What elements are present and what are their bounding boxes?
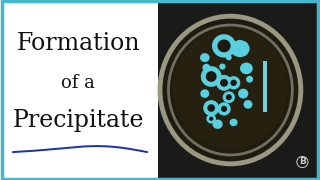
Ellipse shape (217, 102, 231, 116)
Ellipse shape (230, 40, 250, 57)
Ellipse shape (226, 94, 232, 100)
Ellipse shape (223, 91, 235, 103)
FancyBboxPatch shape (263, 61, 267, 112)
Ellipse shape (238, 89, 248, 99)
Ellipse shape (207, 104, 215, 112)
Ellipse shape (201, 66, 222, 87)
Ellipse shape (220, 79, 228, 87)
Ellipse shape (221, 106, 227, 112)
Ellipse shape (206, 71, 217, 82)
Ellipse shape (209, 117, 213, 121)
Ellipse shape (226, 55, 232, 60)
Text: Precipitate: Precipitate (13, 109, 144, 132)
Ellipse shape (246, 76, 253, 83)
Ellipse shape (240, 63, 253, 74)
Ellipse shape (216, 75, 232, 91)
Ellipse shape (217, 39, 231, 52)
Ellipse shape (168, 25, 292, 155)
Text: Formation: Formation (17, 32, 140, 55)
Ellipse shape (160, 16, 301, 164)
Text: B: B (299, 158, 306, 166)
Bar (158, 0, 320, 180)
Ellipse shape (244, 100, 252, 109)
Ellipse shape (200, 53, 210, 62)
Ellipse shape (203, 64, 211, 71)
Ellipse shape (206, 114, 216, 123)
Ellipse shape (173, 28, 288, 149)
Ellipse shape (203, 100, 219, 116)
Ellipse shape (227, 76, 240, 89)
Ellipse shape (219, 64, 226, 70)
Ellipse shape (200, 89, 209, 98)
Bar (0, 0, 158, 180)
Ellipse shape (230, 80, 237, 86)
Text: of a: of a (61, 74, 95, 92)
Ellipse shape (212, 34, 236, 58)
Ellipse shape (230, 119, 238, 126)
Ellipse shape (212, 120, 223, 129)
